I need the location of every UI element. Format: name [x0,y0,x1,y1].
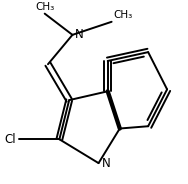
Text: CH₃: CH₃ [114,10,133,20]
Text: N: N [74,28,83,41]
Text: CH₃: CH₃ [35,2,54,12]
Text: Cl: Cl [4,133,16,146]
Text: N: N [102,157,110,170]
